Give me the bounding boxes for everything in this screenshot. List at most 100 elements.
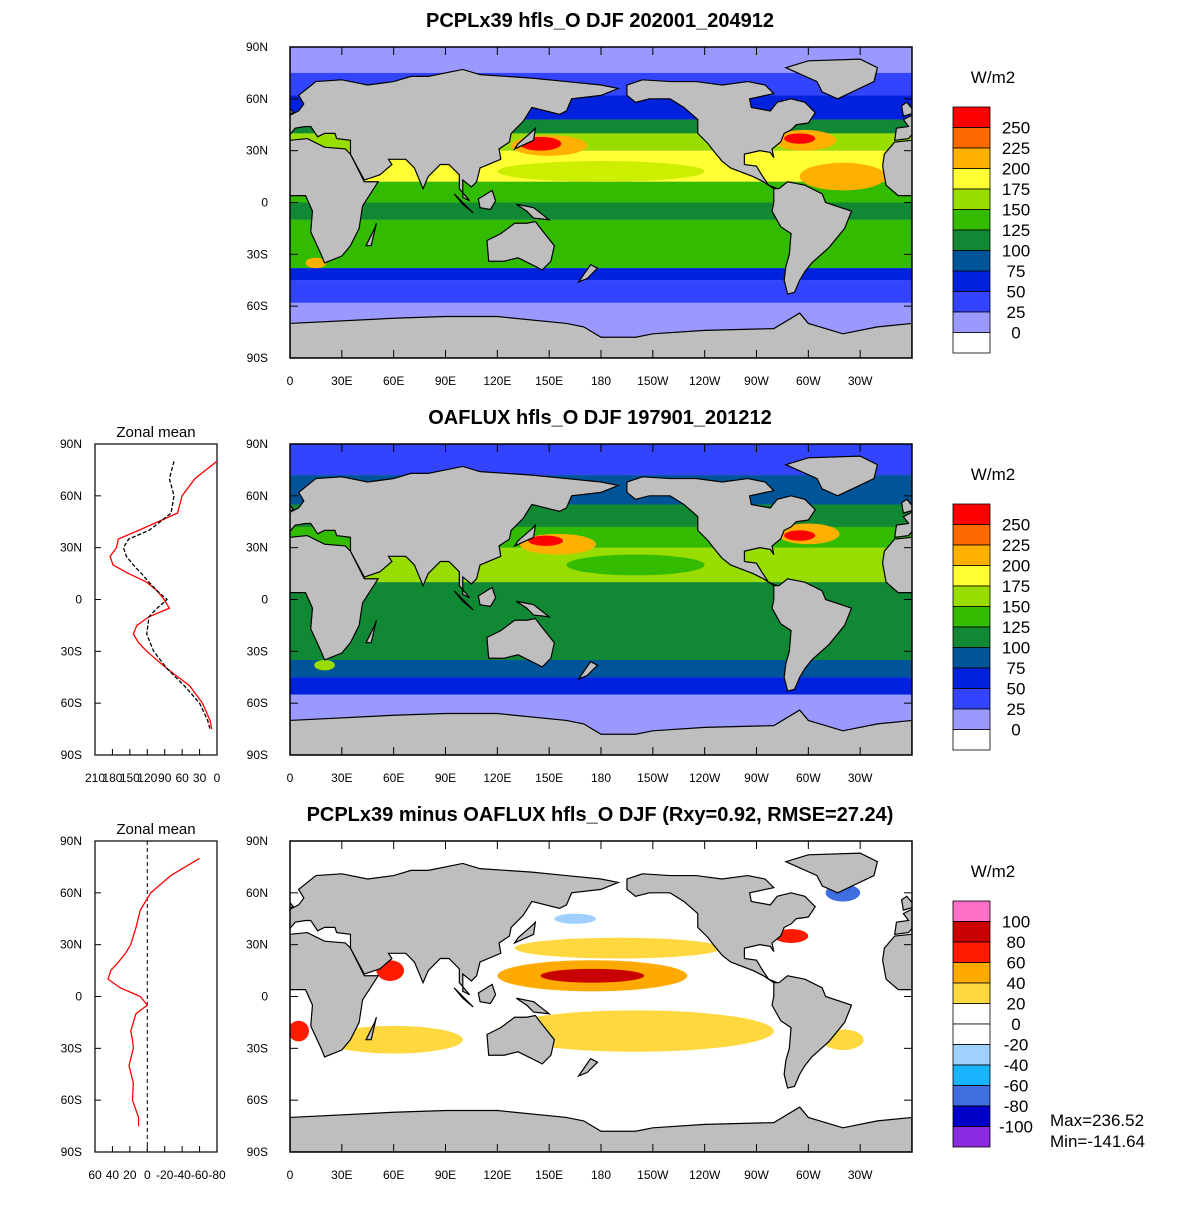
colorbar-box xyxy=(952,270,991,292)
zonal-frame xyxy=(94,443,218,756)
lon-label: 0 xyxy=(287,374,294,388)
colorbar-box xyxy=(952,147,991,169)
zonal-x-label: 120 xyxy=(137,771,157,785)
ocean-patch xyxy=(314,659,335,671)
colorbar-box xyxy=(952,1105,991,1127)
colorbar-label: 100 xyxy=(1002,639,1030,658)
lat-label: 0 xyxy=(261,593,268,607)
zonal-lat-label: 90N xyxy=(60,437,82,451)
colorbar-box xyxy=(952,982,991,1004)
colorbar-box xyxy=(952,1023,991,1045)
colorbar-box xyxy=(952,1003,991,1025)
zonal-x-label: 60 xyxy=(88,1168,102,1182)
colorbar-label: 250 xyxy=(1002,119,1030,138)
colorbar-label: 175 xyxy=(1002,180,1030,199)
colorbar-units: W/m2 xyxy=(971,862,1015,881)
ocean-band xyxy=(290,659,912,678)
colorbar-label: 60 xyxy=(1007,954,1026,973)
ocean-band xyxy=(290,677,912,695)
zonal-line xyxy=(122,461,211,730)
lat-label: 30S xyxy=(247,644,268,658)
colorbar-label: 200 xyxy=(1002,557,1030,576)
lat-label: 90S xyxy=(247,351,268,365)
zonal-x-label: 0 xyxy=(214,771,221,785)
lat-label: 0 xyxy=(261,196,268,210)
colorbar-label: 150 xyxy=(1002,598,1030,617)
map-field xyxy=(290,47,912,358)
ocean-patch xyxy=(290,1020,310,1042)
colorbar-box xyxy=(952,1085,991,1107)
lon-label: 30W xyxy=(848,1168,873,1182)
colorbar-box xyxy=(952,188,991,210)
lat-label: 60N xyxy=(246,489,268,503)
lat-label: 30N xyxy=(246,938,268,952)
zonal-x-label: 0 xyxy=(144,1168,151,1182)
colorbar-label: 50 xyxy=(1007,283,1026,302)
ocean-patch xyxy=(784,530,816,541)
zonal-lat-label: 90S xyxy=(61,1145,82,1159)
lon-label: 120E xyxy=(483,771,511,785)
colorbar-label: 125 xyxy=(1002,221,1030,240)
colorbar-box xyxy=(952,1044,991,1066)
lon-label: 90E xyxy=(435,374,456,388)
stat-min: Min=-141.64 xyxy=(1050,1132,1145,1151)
zonal-lat-label: 60S xyxy=(61,696,82,710)
colorbar-box xyxy=(952,708,991,730)
map-field xyxy=(290,841,912,1152)
colorbar-label: 50 xyxy=(1007,680,1026,699)
colorbar-box xyxy=(952,168,991,190)
colorbar-box xyxy=(952,941,991,963)
zonal-x-label: 150 xyxy=(120,771,140,785)
colorbar-label: -80 xyxy=(1004,1097,1029,1116)
lon-label: 90W xyxy=(744,771,769,785)
colorbar-box xyxy=(952,606,991,628)
lon-label: 150W xyxy=(637,1168,669,1182)
ocean-patch xyxy=(514,937,722,959)
colorbar-units: W/m2 xyxy=(971,68,1015,87)
colorbar-box xyxy=(952,250,991,272)
lat-label: 60N xyxy=(246,92,268,106)
colorbar-label: 175 xyxy=(1002,577,1030,596)
lon-label: 150W xyxy=(637,771,669,785)
zonal-lat-label: 90S xyxy=(61,748,82,762)
zonal-title: Zonal mean xyxy=(116,821,195,838)
colorbar-box xyxy=(952,1126,991,1148)
lat-label: 30S xyxy=(247,247,268,261)
lat-label: 60S xyxy=(247,696,268,710)
colorbar-box xyxy=(952,900,991,922)
colorbar-label: 250 xyxy=(1002,516,1030,535)
colorbar-label: 25 xyxy=(1007,700,1026,719)
lat-label: 30N xyxy=(246,541,268,555)
zonal-x-label: 60 xyxy=(175,771,189,785)
lon-label: 60W xyxy=(796,771,821,785)
colorbar-label: 0 xyxy=(1011,324,1020,343)
lat-label: 90N xyxy=(246,437,268,451)
colorbar-box xyxy=(952,106,991,128)
lon-label: 120W xyxy=(689,374,721,388)
colorbar-box xyxy=(952,311,991,333)
colorbar-label: 0 xyxy=(1011,721,1020,740)
ocean-patch xyxy=(497,161,705,182)
lat-label: 0 xyxy=(261,990,268,1004)
colorbar-box xyxy=(952,585,991,607)
zonal-lat-label: 60N xyxy=(60,489,82,503)
ocean-patch xyxy=(540,968,645,983)
ocean-patch xyxy=(528,535,563,546)
lat-label: 60S xyxy=(247,1093,268,1107)
zonal-lat-label: 60S xyxy=(61,1093,82,1107)
lon-label: 0 xyxy=(287,1168,294,1182)
colorbar-label: -60 xyxy=(1004,1077,1029,1096)
zonal-lat-label: 0 xyxy=(75,990,82,1004)
lon-label: 150E xyxy=(535,1168,563,1182)
colorbar-box xyxy=(952,647,991,669)
lon-label: 180 xyxy=(591,771,611,785)
ocean-patch xyxy=(554,913,596,924)
lon-label: 60W xyxy=(796,374,821,388)
zonal-x-label: 210 xyxy=(85,771,105,785)
ocean-patch xyxy=(799,162,887,191)
colorbar-label: 125 xyxy=(1002,618,1030,637)
colorbar-box xyxy=(952,524,991,546)
lat-label: 30S xyxy=(247,1041,268,1055)
colorbar-box xyxy=(952,544,991,566)
